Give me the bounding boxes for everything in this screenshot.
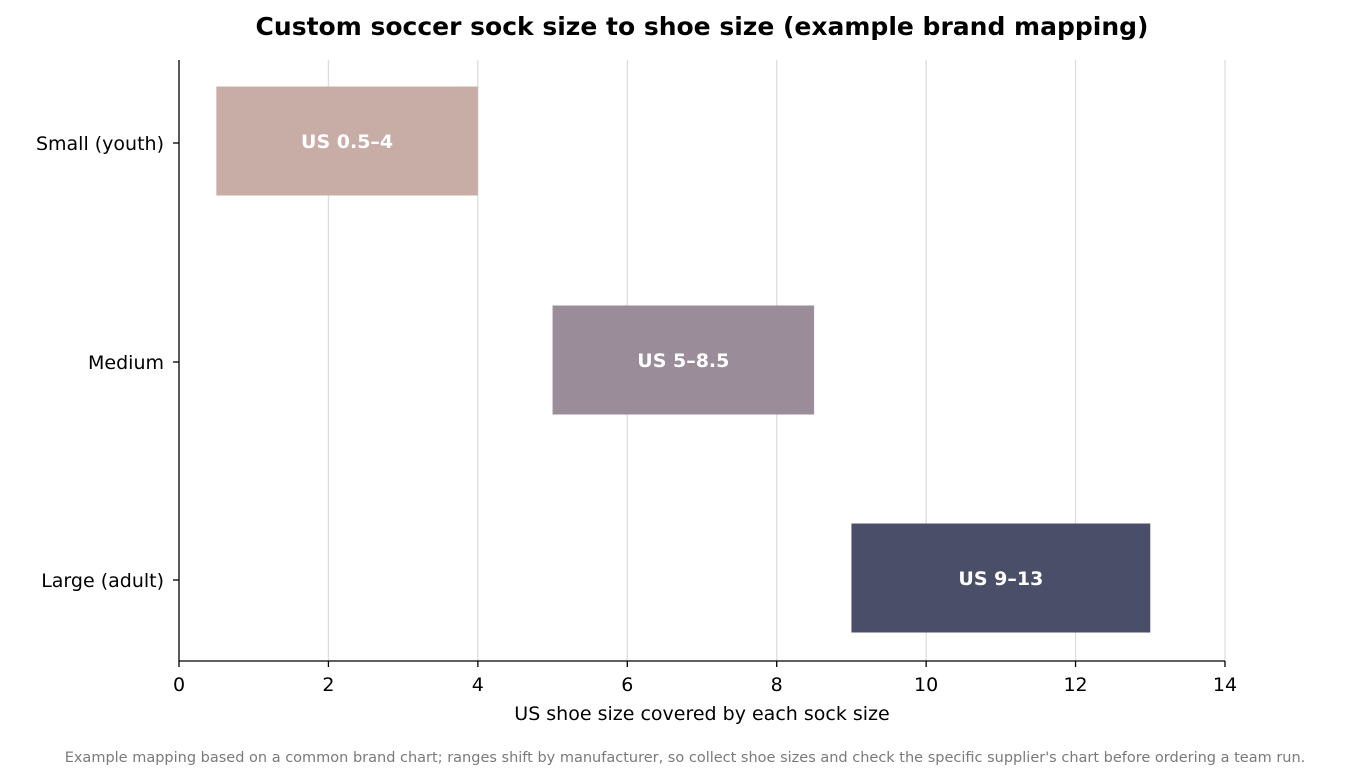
y-category-label: Small (youth) <box>36 133 164 155</box>
bar-value-label: US 9–13 <box>958 568 1043 590</box>
x-tick-label: 0 <box>173 674 185 696</box>
chart-title: Custom soccer sock size to shoe size (ex… <box>256 12 1149 41</box>
range-bars: US 0.5–4 US 5–8.5 US 9–13 <box>216 86 1151 633</box>
x-tick-label: 2 <box>322 674 334 696</box>
y-category-label: Medium <box>88 352 164 374</box>
x-tick-label: 4 <box>472 674 484 696</box>
bar-value-label: US 0.5–4 <box>301 131 393 153</box>
x-tick-label: 6 <box>621 674 633 696</box>
bar-small-youth <box>216 86 478 196</box>
axes: 0 2 4 6 8 10 12 14 Small (youth) Medium Large (adu… <box>36 60 1237 696</box>
x-tick-label: 12 <box>1063 674 1087 696</box>
x-tick-label: 8 <box>771 674 783 696</box>
bar-medium <box>552 305 815 415</box>
x-axis-label: US shoe size covered by each sock size <box>514 703 889 725</box>
footnote: Example mapping based on a common brand … <box>65 750 1306 766</box>
bar-large-adult <box>851 523 1151 633</box>
x-tick-label: 14 <box>1213 674 1237 696</box>
y-category-label: Large (adult) <box>41 570 164 592</box>
bar-value-label: US 5–8.5 <box>637 350 729 372</box>
x-tick-label: 10 <box>914 674 938 696</box>
